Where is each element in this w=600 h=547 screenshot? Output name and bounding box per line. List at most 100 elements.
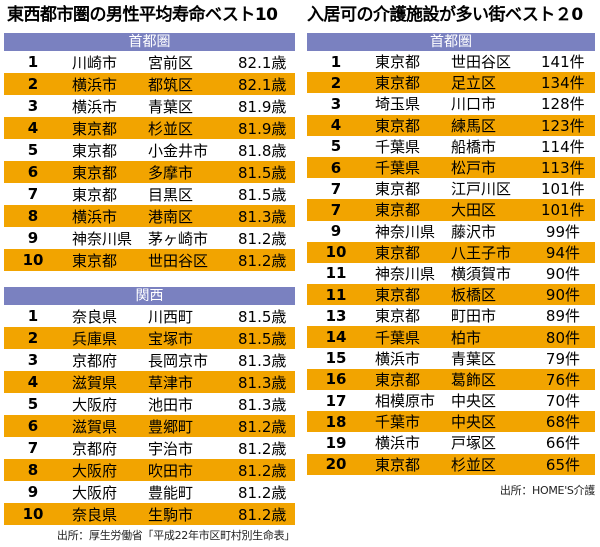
rank-cell: 6 <box>27 163 39 181</box>
rank-cell: 5 <box>27 395 39 413</box>
prefecture-cell: 東京都 <box>375 455 421 474</box>
value-cell: 81.2歳 <box>238 251 287 270</box>
value-cell: 81.2歳 <box>238 417 287 436</box>
value-cell: 81.5歳 <box>238 329 287 348</box>
prefecture-cell: 東京都 <box>72 119 118 138</box>
prefecture-cell: 東京都 <box>72 141 118 160</box>
city-cell: 池田市 <box>148 395 194 414</box>
rank-cell: 9 <box>330 222 342 241</box>
city-cell: 船橋市 <box>451 137 497 156</box>
table-row: 4 滋賀県 草津市 81.3歳 <box>4 371 295 393</box>
table-row: 1 奈良県 川西町 81.5歳 <box>4 305 295 327</box>
rank-cell: 11 <box>325 264 347 283</box>
table-row: 9 大阪府 豊能町 81.2歳 <box>4 481 295 503</box>
city-cell: 杉並区 <box>451 455 497 474</box>
city-cell: 江戸川区 <box>451 180 512 199</box>
value-cell: 101件 <box>541 201 585 220</box>
prefecture-cell: 滋賀県 <box>72 373 118 392</box>
prefecture-cell: 千葉県 <box>375 137 421 156</box>
prefecture-cell: 千葉県 <box>375 328 421 347</box>
rank-cell: 10 <box>22 251 44 269</box>
city-cell: 小金井市 <box>148 141 209 160</box>
city-cell: 中央区 <box>451 413 497 432</box>
table-row: 8 大阪府 吹田市 81.2歳 <box>4 459 295 481</box>
prefecture-cell: 東京都 <box>375 370 421 389</box>
city-cell: 川口市 <box>451 95 497 114</box>
table-row: 3 埼玉県 川口市 128件 <box>307 93 595 114</box>
table-row: 11 東京都 板橋区 90件 <box>307 284 595 306</box>
city-cell: 練馬区 <box>451 116 497 135</box>
rank-cell: 19 <box>325 433 347 452</box>
city-cell: 宇治市 <box>148 439 194 458</box>
table-row: 2 東京都 足立区 134件 <box>307 72 595 94</box>
value-cell: 99件 <box>545 222 580 241</box>
table-row: 8 横浜市 港南区 81.3歳 <box>4 205 295 227</box>
city-cell: 藤沢市 <box>451 222 497 241</box>
table-row: 1 東京都 世田谷区 141件 <box>307 51 595 72</box>
table-row: 10 奈良県 生駒市 81.2歳 <box>4 503 295 525</box>
value-cell: 70件 <box>545 392 580 411</box>
value-cell: 81.3歳 <box>238 373 287 392</box>
rank-cell: 1 <box>330 52 342 71</box>
table-row: 7 京都府 宇治市 81.2歳 <box>4 437 295 459</box>
city-cell: 長岡京市 <box>148 351 209 370</box>
prefecture-cell: 京都府 <box>72 351 118 370</box>
section-rows: 1 東京都 世田谷区 141件 2 東京都 足立区 134件 3 埼玉県 川口市 128件 4 東京都 練馬… <box>307 51 595 475</box>
table-row: 4 東京都 杉並区 81.9歳 <box>4 117 295 139</box>
city-cell: 板橋区 <box>451 286 497 305</box>
section-header: 関西 <box>4 287 295 305</box>
rank-cell: 7 <box>27 439 39 457</box>
rank-cell: 3 <box>27 97 39 115</box>
value-cell: 90件 <box>545 286 580 305</box>
table-row: 20 東京都 杉並区 65件 <box>307 453 595 475</box>
table-row: 2 兵庫県 宝塚市 81.5歳 <box>4 327 295 349</box>
rank-cell: 8 <box>27 207 39 225</box>
city-cell: 宮前区 <box>148 53 194 72</box>
prefecture-cell: 東京都 <box>72 163 118 182</box>
rank-cell: 7 <box>330 179 342 198</box>
table-row: 4 東京都 練馬区 123件 <box>307 114 595 136</box>
table-row: 18 千葉市 中央区 68件 <box>307 411 595 433</box>
care-facility-table: 入居可の介護施設が多い街ベスト２0 首都圏 1 東京都 世田谷区 141件 2 東京都 足立区… <box>307 0 595 497</box>
table-row: 3 京都府 長岡京市 81.3歳 <box>4 349 295 371</box>
prefecture-cell: 横浜市 <box>72 75 118 94</box>
value-cell: 76件 <box>545 370 580 389</box>
city-cell: 豊能町 <box>148 483 194 502</box>
prefecture-cell: 東京都 <box>72 185 118 204</box>
value-cell: 82.1歳 <box>238 53 287 72</box>
city-cell: 青葉区 <box>148 97 194 116</box>
value-cell: 101件 <box>541 180 585 199</box>
rank-cell: 1 <box>27 53 39 71</box>
value-cell: 123件 <box>541 116 585 135</box>
rank-cell: 4 <box>27 373 39 391</box>
rank-cell: 18 <box>325 412 347 431</box>
prefecture-cell: 奈良県 <box>72 505 118 524</box>
rank-cell: 20 <box>325 455 347 474</box>
prefecture-cell: 東京都 <box>375 307 421 326</box>
rank-cell: 7 <box>27 185 39 203</box>
rank-cell: 13 <box>325 306 347 325</box>
rank-cell: 9 <box>27 483 39 501</box>
value-cell: 66件 <box>545 434 580 453</box>
city-cell: 大田区 <box>451 201 497 220</box>
prefecture-cell: 横浜市 <box>375 349 421 368</box>
table-row: 17 相模原市 中央区 70件 <box>307 390 595 411</box>
section-rows: 1 川崎市 宮前区 82.1歳 2 横浜市 都筑区 82.1歳 3 横浜市 青葉区 81.9歳 4 東京都… <box>4 51 295 271</box>
table-row: 5 大阪府 池田市 81.3歳 <box>4 393 295 415</box>
table-row: 1 川崎市 宮前区 82.1歳 <box>4 51 295 73</box>
table-row: 6 千葉県 松戸市 113件 <box>307 156 595 179</box>
prefecture-cell: 大阪府 <box>72 395 118 414</box>
city-cell: 茅ヶ崎市 <box>148 229 209 248</box>
city-cell: 中央区 <box>451 392 497 411</box>
prefecture-cell: 奈良県 <box>72 307 118 326</box>
prefecture-cell: 川崎市 <box>72 53 118 72</box>
rank-cell: 16 <box>325 370 347 389</box>
section-header: 首都圏 <box>307 33 595 51</box>
value-cell: 113件 <box>541 159 585 178</box>
rank-cell: 10 <box>22 505 44 523</box>
city-cell: 足立区 <box>451 74 497 93</box>
rank-cell: 8 <box>27 461 39 479</box>
prefecture-cell: 千葉県 <box>375 159 421 178</box>
table-row: 10 東京都 世田谷区 81.2歳 <box>4 249 295 271</box>
city-cell: 多摩市 <box>148 163 194 182</box>
